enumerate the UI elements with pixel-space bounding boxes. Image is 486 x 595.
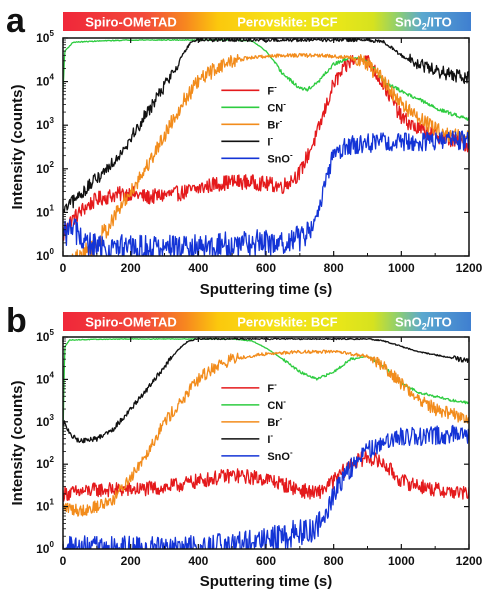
y-tick-label: 105 [36, 29, 54, 45]
layer-band [63, 12, 471, 31]
series-line-br [66, 52, 469, 256]
y-tick-label: 103 [36, 116, 54, 132]
y-axis-title: Intensity (counts) [9, 380, 26, 505]
y-tick-label: 101 [36, 203, 54, 219]
series-line-sno [63, 130, 469, 256]
legend-label: F- [267, 82, 277, 97]
x-tick-label: 1000 [388, 554, 415, 568]
x-tick-label: 400 [188, 261, 208, 275]
x-tick-label: 1000 [388, 261, 415, 275]
x-tick-label: 600 [256, 261, 276, 275]
x-axis-title: Sputtering time (s) [200, 573, 333, 590]
panel-a: a Spiro-OMeTAD Perovskite: BCF SnO2/ITO 0 200… [6, 2, 483, 298]
series-line-br [63, 349, 469, 517]
series-line-f [63, 449, 469, 502]
plot-frame [62, 336, 470, 550]
x-tick-label: 1200 [456, 554, 483, 568]
band-label: Perovskite: BCF [237, 15, 337, 30]
x-tick-label: 800 [324, 554, 344, 568]
band-label: SnO2/ITO [395, 15, 452, 32]
band-label: Spiro-OMeTAD [85, 315, 176, 330]
band-label: Perovskite: BCF [237, 315, 337, 330]
y-tick-label: 102 [36, 160, 54, 176]
legend-label: CN- [267, 397, 286, 412]
x-axis-title: Sputtering time (s) [200, 281, 333, 298]
legend-label: CN- [267, 99, 286, 114]
x-tick-label: 600 [256, 554, 276, 568]
x-tick-label: 800 [324, 261, 344, 275]
y-tick-label: 105 [36, 328, 54, 344]
y-tick-label: 101 [36, 498, 54, 514]
series-group [63, 337, 469, 549]
y-tick-label: 100 [36, 247, 54, 263]
series-line-sno [63, 424, 469, 549]
band-label: SnO2/ITO [395, 315, 452, 332]
x-tick-label: 0 [60, 554, 67, 568]
panel-b: b Spiro-OMeTAD Perovskite: BCF SnO2/ITO 0 200… [6, 302, 483, 590]
legend-label: Br- [267, 414, 282, 429]
y-tick-label: 100 [36, 540, 54, 556]
legend-label: Br- [267, 116, 282, 131]
band-label: Spiro-OMeTAD [85, 15, 176, 30]
legend-label: SnO- [267, 448, 293, 463]
legend-label: F- [267, 380, 277, 395]
layer-band [63, 312, 471, 331]
panel-letter: a [6, 2, 26, 40]
legend-label: I- [267, 431, 273, 446]
series-line-f [63, 54, 469, 241]
x-tick-label: 200 [121, 261, 141, 275]
series-group [63, 38, 469, 256]
y-tick-label: 103 [36, 413, 54, 429]
legend-label: I- [267, 133, 273, 148]
y-tick-label: 104 [36, 73, 54, 89]
x-tick-label: 0 [60, 261, 67, 275]
y-tick-label: 104 [36, 370, 54, 386]
x-tick-label: 400 [188, 554, 208, 568]
panel-letter: b [6, 302, 27, 340]
x-tick-label: 200 [121, 554, 141, 568]
y-tick-label: 102 [36, 455, 54, 471]
y-axis-title: Intensity (counts) [9, 84, 26, 209]
x-tick-label: 1200 [456, 261, 483, 275]
legend-label: SnO- [267, 150, 293, 165]
